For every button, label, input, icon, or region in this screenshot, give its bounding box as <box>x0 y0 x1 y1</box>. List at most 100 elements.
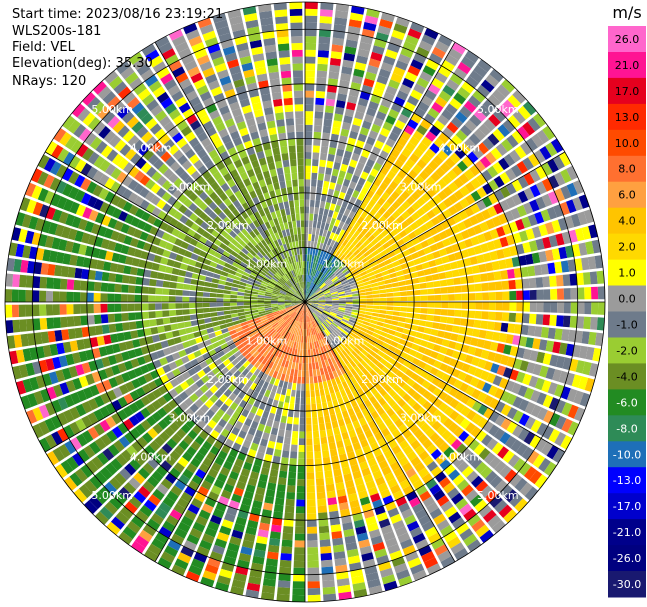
radar-gate <box>222 207 232 216</box>
radar-gate <box>483 407 494 420</box>
radar-gate <box>276 271 282 278</box>
radar-gate <box>368 361 376 369</box>
radar-gate <box>19 274 27 288</box>
radar-gate <box>347 25 361 35</box>
radar-gate <box>408 473 421 484</box>
radar-gate <box>397 53 411 65</box>
radar-gate <box>134 347 143 357</box>
radar-gate <box>350 268 358 275</box>
radar-gate <box>193 364 203 373</box>
radar-gate <box>523 431 536 445</box>
radar-gate <box>459 142 471 155</box>
radar-gate <box>328 442 337 450</box>
radar-gate <box>426 281 434 288</box>
radar-gate <box>180 423 191 434</box>
radar-gate <box>210 514 222 525</box>
radar-gate <box>381 191 390 201</box>
radar-gate <box>258 522 270 531</box>
radar-gate <box>318 298 326 301</box>
radar-gate <box>298 363 302 371</box>
radar-gate <box>158 333 167 341</box>
radar-gate <box>360 393 369 402</box>
radar-gate <box>165 224 175 234</box>
radar-gate <box>324 294 332 298</box>
radar-gate <box>244 311 252 315</box>
radar-gate <box>324 306 332 309</box>
radar-gate <box>49 343 59 356</box>
radar-gate <box>397 153 408 164</box>
radar-gate <box>391 353 400 361</box>
radar-gate <box>554 432 567 447</box>
radar-gate <box>55 164 68 179</box>
radar-gate <box>253 211 261 220</box>
radar-gate <box>144 444 156 457</box>
radar-gate <box>381 229 390 237</box>
radar-gate <box>272 290 280 294</box>
radar-gate <box>155 532 169 545</box>
radar-gate <box>315 396 321 404</box>
radar-gate <box>311 304 318 309</box>
radar-gate <box>298 302 305 304</box>
radar-gate <box>382 220 391 229</box>
radar-gate <box>123 331 132 341</box>
radar-gate <box>322 125 332 134</box>
radar-gate <box>116 332 125 342</box>
radar-gate <box>365 222 373 231</box>
radar-gate <box>459 418 471 430</box>
radar-gate <box>273 504 284 513</box>
radar-gate <box>543 302 551 313</box>
radar-gate <box>298 308 303 315</box>
radar-gate <box>407 28 422 40</box>
radar-gate <box>494 388 505 400</box>
radar-gate <box>478 104 492 118</box>
radar-gate <box>184 148 196 159</box>
radar-gate <box>248 576 262 585</box>
radar-gate <box>427 302 435 308</box>
radar-gate <box>300 329 303 336</box>
radar-gate <box>250 296 258 300</box>
radar-gate <box>312 417 318 425</box>
radar-gate <box>329 288 337 292</box>
radar-gate <box>525 228 535 240</box>
radar-gate <box>420 213 430 223</box>
radar-gate <box>463 100 477 113</box>
radar-gate <box>489 494 503 508</box>
radar-gate <box>100 293 108 302</box>
radar-gate <box>306 288 308 296</box>
radar-gate <box>350 314 358 319</box>
radar-gate <box>315 319 320 326</box>
radar-gate <box>514 324 522 335</box>
radar-gate <box>253 266 261 273</box>
radar-gate <box>498 332 507 343</box>
radar-gate <box>525 253 534 265</box>
radar-gate <box>419 255 428 263</box>
radar-gate <box>466 470 479 483</box>
radar-gate <box>401 508 414 520</box>
radar-gate <box>458 352 468 362</box>
radar-gate <box>307 547 319 555</box>
radar-gate <box>332 266 339 273</box>
radar-gate <box>319 159 327 168</box>
radar-gate <box>332 298 339 301</box>
radar-gate <box>123 482 137 495</box>
radar-gate <box>322 402 328 410</box>
radar-gate <box>373 328 382 335</box>
radar-gate <box>392 287 400 292</box>
radar-gate <box>319 315 326 322</box>
radar-gate <box>405 141 416 153</box>
radar-gate <box>281 321 287 328</box>
radar-gate <box>298 315 302 322</box>
radar-gate <box>276 407 283 416</box>
radar-gate <box>445 103 458 116</box>
radar-gate <box>433 513 447 526</box>
radar-gate <box>486 438 499 451</box>
radar-gate <box>249 471 260 480</box>
radar-gate <box>25 290 33 302</box>
radar-gate <box>185 327 193 334</box>
radar-gate <box>306 458 314 466</box>
radar-gate <box>117 362 127 373</box>
radar-gate <box>558 342 568 355</box>
radar-gate <box>219 525 232 536</box>
radar-gate <box>263 192 271 201</box>
radar-gate <box>397 388 407 398</box>
